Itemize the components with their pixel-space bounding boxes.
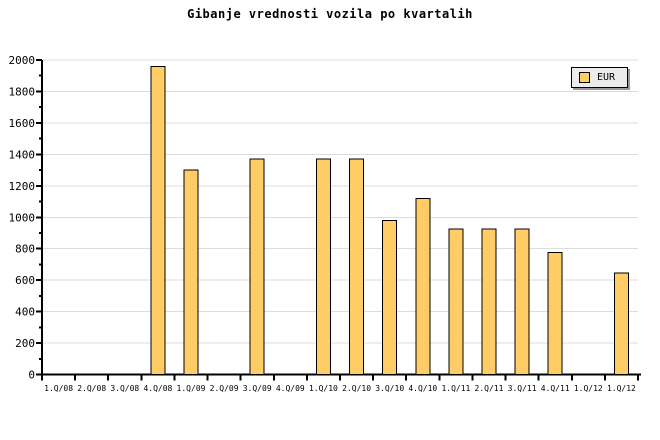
x-tick-label: 3.Q/08: [110, 384, 139, 393]
bars: [150, 65, 629, 376]
x-tick-label: 1.Q/12: [574, 384, 603, 393]
y-tick-label: 2000: [9, 54, 36, 67]
y-tick-label: 400: [15, 306, 35, 319]
x-tick-label: 1.Q/12: [607, 384, 636, 393]
x-tick-label: 2.Q/11: [475, 384, 504, 393]
x-tick-label: 3.Q/09: [243, 384, 272, 393]
bar: [481, 228, 497, 375]
y-tick-label: 600: [15, 274, 35, 287]
axis-ticks: [36, 59, 639, 381]
y-tick-label: 1400: [9, 148, 36, 161]
bar: [315, 158, 331, 375]
axis-lines: [41, 60, 641, 376]
x-tick-label: 2.Q/08: [77, 384, 106, 393]
y-axis-labels: 0 200 400 600 800 1000 1200 1400 1600 1800 2000: [9, 54, 36, 382]
x-axis-labels: 1.Q/08 2.Q/08 3.Q/08 4.Q/08 1.Q/09 2.Q/09 3.Q/…: [44, 384, 636, 393]
bar: [349, 158, 365, 375]
bar: [547, 252, 563, 376]
y-tick-label: 1200: [9, 180, 36, 193]
x-tick-label: 4.Q/08: [143, 384, 172, 393]
y-tick-label: 1600: [9, 117, 36, 130]
x-tick-label: 1.Q/11: [441, 384, 470, 393]
bar: [183, 169, 199, 375]
x-tick-label: 2.Q/09: [210, 384, 239, 393]
bar: [514, 228, 530, 375]
bar: [150, 65, 166, 375]
bar: [249, 158, 265, 375]
y-gridlines: [43, 59, 638, 344]
x-tick-label: 1.Q/08: [44, 384, 73, 393]
legend-color-swatch: [579, 72, 590, 83]
y-tick-label: 1000: [9, 211, 36, 224]
y-tick-label: 800: [15, 243, 35, 256]
y-tick-label: 0: [28, 369, 35, 382]
x-tick-label: 4.Q/09: [276, 384, 305, 393]
x-tick-label: 4.Q/11: [541, 384, 570, 393]
x-tick-label: 1.Q/09: [177, 384, 206, 393]
x-tick-label: 3.Q/10: [375, 384, 404, 393]
legend-box: EUR: [571, 67, 628, 88]
bar: [613, 272, 629, 376]
x-tick-label: 2.Q/10: [342, 384, 371, 393]
bar: [382, 219, 398, 375]
x-tick-label: 1.Q/10: [309, 384, 338, 393]
x-tick-label: 3.Q/11: [508, 384, 537, 393]
chart-title: Gibanje vrednosti vozila po kvartalih: [187, 7, 473, 21]
legend-series-label: EUR: [597, 72, 616, 83]
x-tick-label: 4.Q/10: [408, 384, 437, 393]
bar: [448, 228, 464, 375]
y-tick-label: 200: [15, 337, 35, 350]
y-tick-label: 1800: [9, 85, 36, 98]
bar: [415, 197, 431, 375]
